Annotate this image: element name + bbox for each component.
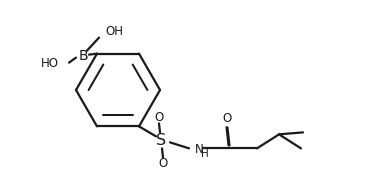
Text: H: H [201,149,209,159]
Text: O: O [158,157,168,170]
Text: OH: OH [105,25,123,38]
Text: HO: HO [41,57,59,70]
Text: N: N [195,143,204,156]
Text: S: S [156,133,166,148]
Text: O: O [222,112,231,125]
Text: B: B [78,49,88,63]
Text: O: O [154,111,164,124]
